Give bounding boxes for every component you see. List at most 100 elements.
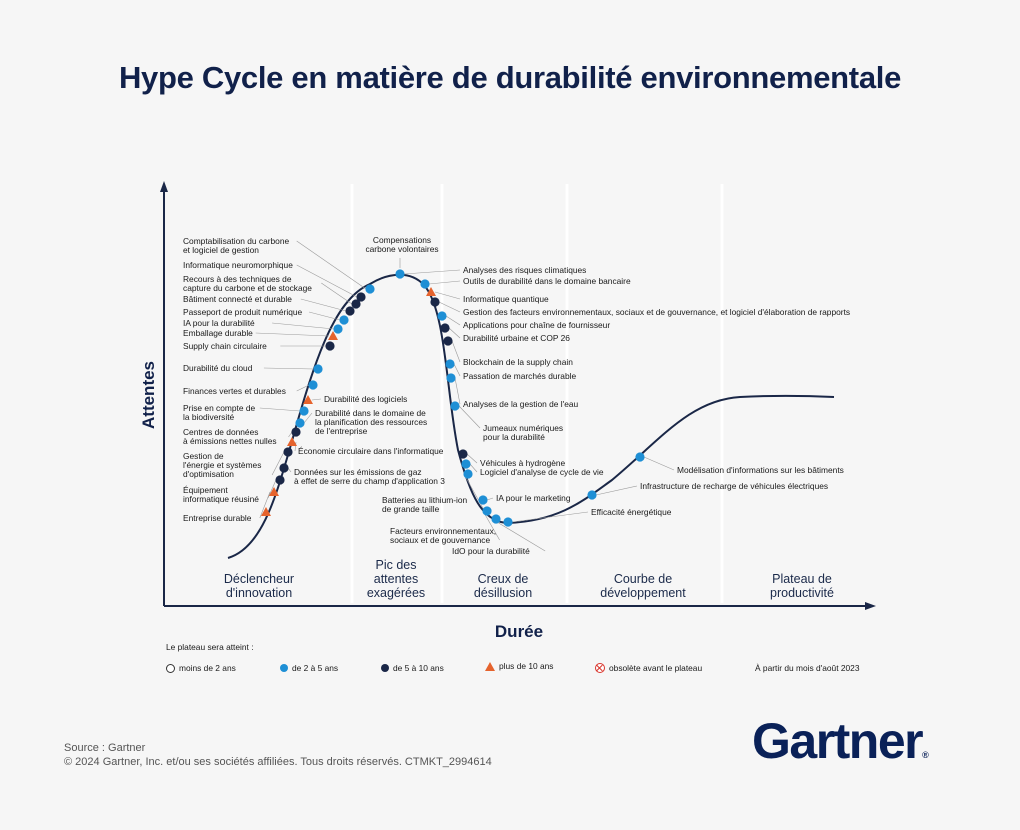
point-label: Prise en compte de la biodiversité: [183, 403, 255, 422]
orange-triangle-marker: [269, 487, 279, 496]
point-label: Centres de données à émissions nettes nul…: [183, 427, 277, 446]
leader-line: [259, 407, 301, 412]
point-dot: [395, 269, 405, 279]
y-axis-title: Attentes: [139, 361, 158, 429]
x-axis-arrow: [865, 602, 876, 610]
obsolete-circle-icon: [595, 663, 605, 673]
leader-line: [454, 377, 461, 405]
point-dot: [356, 292, 366, 302]
point-label: Données sur les émissions de gaz à effet …: [294, 467, 445, 486]
footer-source: Source : Gartner: [64, 742, 146, 754]
point-label: Véhicules à hydrogène: [480, 458, 566, 468]
point-dot: [463, 469, 473, 479]
point-label: Outils de durabilité dans le domaine ban…: [463, 276, 631, 286]
point-label: Analyses de la gestion de l'eau: [463, 399, 579, 409]
phase-label: Pic des: [376, 558, 417, 572]
light-blue-circle-icon: [280, 664, 288, 672]
legend-asof: À partir du mois d'août 2023: [755, 663, 860, 673]
point-label: Bâtiment connecté et durable: [183, 294, 292, 304]
phase-label: désillusion: [474, 586, 532, 600]
orange-triangle-marker: [426, 287, 436, 296]
leader-line: [438, 301, 461, 313]
point-dot: [430, 297, 440, 307]
phase-label: attentes: [374, 572, 418, 586]
legend-item-gt10: plus de 10 ans: [485, 661, 553, 671]
leader-line: [300, 298, 347, 312]
leader-line: [267, 479, 277, 499]
point-label: Emballage durable: [183, 328, 253, 338]
point-label: Recours à des techniques de capture du ca…: [183, 274, 312, 293]
leader-line: [288, 431, 293, 438]
leader-line: [263, 367, 315, 370]
point-dot: [437, 311, 447, 321]
leader-line: [259, 491, 271, 519]
leader-line: [434, 291, 461, 300]
point-label: Gestion des facteurs environnementaux, s…: [463, 307, 850, 317]
leader-line: [296, 264, 358, 298]
point-label: Entreprise durable: [183, 513, 252, 523]
leader-line: [296, 384, 310, 392]
point-dot: [325, 341, 335, 351]
leader-line: [491, 518, 546, 552]
point-label: Analyses des risques climatiques: [463, 265, 586, 275]
legend-item-2to5: de 2 à 5 ans: [280, 663, 338, 673]
phase-label: exagérées: [367, 586, 425, 600]
point-dot: [299, 406, 309, 416]
point-label: Facteurs environnementaux, sociaux et de …: [390, 526, 496, 545]
point-dot: [478, 495, 488, 505]
leader-line: [271, 451, 285, 476]
point-dot: [308, 380, 318, 390]
y-axis-arrow: [160, 181, 168, 192]
point-label: Durabilité urbaine et COP 26: [463, 333, 570, 343]
point-dot: [445, 359, 455, 369]
leader-line: [448, 327, 461, 339]
point-label: IdO pour la durabilité: [452, 546, 530, 556]
leader-line: [595, 485, 638, 496]
phase-label: productivité: [770, 586, 834, 600]
leader-line: [428, 280, 461, 285]
point-dot: [482, 506, 492, 516]
leader-line: [321, 282, 353, 305]
point-label: Gestion de l'énergie et systèmes d'optimis…: [183, 451, 261, 479]
leader-line: [294, 441, 297, 452]
point-label: Logiciel d'analyse de cycle de vie: [480, 467, 604, 477]
point-dot: [503, 517, 513, 527]
point-dot: [351, 299, 361, 309]
point-dot: [365, 284, 375, 294]
leader-line: [308, 311, 341, 321]
point-dot: [491, 514, 501, 524]
point-dot: [440, 323, 450, 333]
point-dot: [446, 373, 456, 383]
point-dot: [339, 315, 349, 325]
point-label: IA pour le marketing: [496, 493, 571, 503]
phase-label: Déclencheur: [224, 572, 294, 586]
point-dot: [313, 364, 323, 374]
leader-line: [643, 456, 675, 471]
point-dot: [587, 490, 597, 500]
point-label: Durabilité des logiciels: [324, 394, 407, 404]
legend-item-5to10: de 5 à 10 ans: [381, 663, 444, 673]
point-label: Infrastructure de recharge de véhicules …: [640, 481, 828, 491]
orange-triangle-marker: [287, 437, 297, 446]
leader-line: [445, 315, 461, 326]
leader-line: [466, 453, 478, 464]
gartner-logo: Gartner®: [752, 713, 929, 769]
point-dot: [458, 449, 468, 459]
leader-line: [482, 510, 500, 541]
point-label: Efficacité énergétique: [591, 507, 672, 517]
dark-circle-icon: [381, 664, 389, 672]
orange-triangle-icon: [485, 661, 495, 671]
point-label: Modélisation d'informations sur les bâti…: [677, 465, 844, 475]
point-label: Blockchain de la supply chain: [463, 357, 573, 367]
orange-triangle-marker: [303, 395, 313, 404]
phase-label: d'innovation: [226, 586, 292, 600]
page-title: Hype Cycle en matière de durabilité envi…: [118, 60, 902, 95]
footer-copyright: © 2024 Gartner, Inc. et/ou ses sociétés …: [64, 756, 492, 768]
legend-title: Le plateau sera atteint :: [166, 642, 254, 652]
point-dot: [461, 459, 471, 469]
legend-item-obsolete: obsolète avant le plateau: [595, 663, 702, 673]
point-label: Durabilité du cloud: [183, 363, 253, 373]
point-label: Équipement informatique réusiné: [183, 485, 259, 504]
point-dot: [295, 418, 305, 428]
